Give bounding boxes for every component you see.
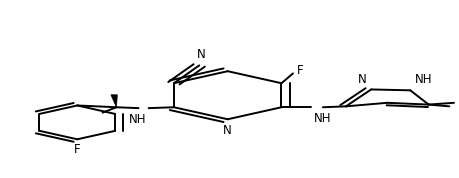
Text: N: N [223, 124, 232, 137]
Text: NH: NH [414, 73, 431, 86]
Text: NH: NH [129, 113, 146, 126]
Text: N: N [197, 48, 206, 61]
Polygon shape [111, 95, 117, 107]
Text: F: F [74, 143, 80, 156]
Text: F: F [296, 64, 302, 77]
Text: NH: NH [313, 112, 330, 125]
Text: N: N [357, 72, 366, 85]
